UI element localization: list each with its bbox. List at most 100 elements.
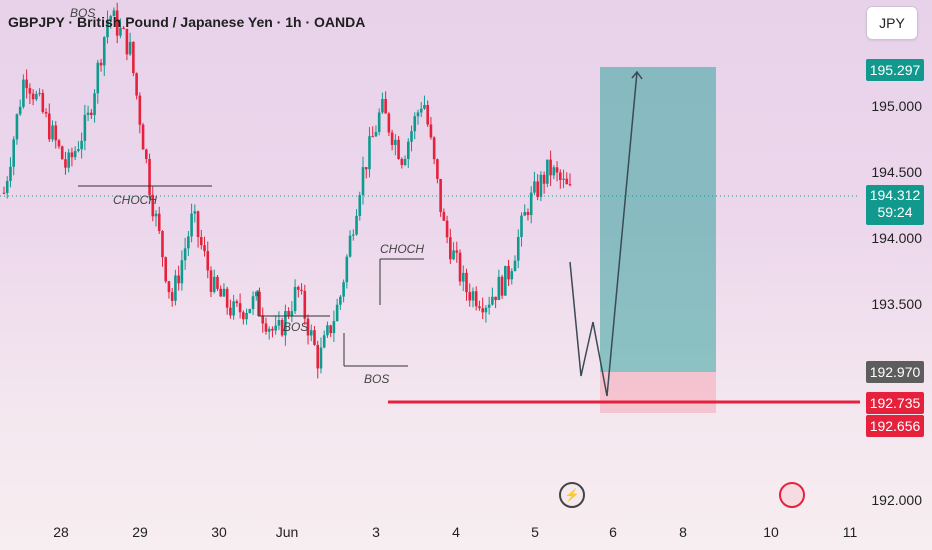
candle-up (394, 139, 397, 145)
candle-up (552, 167, 556, 176)
candle-down (196, 211, 200, 238)
candle-up (212, 276, 216, 292)
uk-flag-icon[interactable] (779, 482, 805, 508)
candle-down (148, 158, 151, 195)
candle-down (64, 159, 67, 168)
x-tick-label: 11 (842, 524, 858, 540)
candle-up (67, 152, 70, 168)
candle-down (157, 213, 161, 232)
y-tick-label: 194.500 (871, 164, 922, 180)
candle-up (410, 131, 413, 142)
candle-down (300, 289, 303, 291)
candle-down (549, 159, 552, 176)
candle-up (562, 178, 565, 180)
candle-up (319, 347, 323, 369)
candle-up (274, 325, 277, 331)
candle-up (128, 41, 132, 55)
candle-down (70, 152, 74, 158)
candle-down (47, 113, 51, 140)
current-price-value: 194.312 (869, 187, 921, 203)
candle-up (309, 330, 313, 336)
candle-up (520, 215, 523, 237)
candle-down (287, 311, 290, 316)
candle-down (458, 252, 462, 282)
candle-down (235, 301, 239, 304)
candle-up (484, 307, 488, 313)
candle-up (546, 159, 549, 184)
candle-down (238, 303, 242, 313)
candle-down (478, 306, 481, 309)
candle-up (335, 304, 339, 322)
choch-right-label: CHOCH (380, 242, 424, 256)
candle-down (426, 105, 429, 125)
bar-countdown: 59:24 (877, 204, 913, 220)
candle-down (364, 167, 368, 170)
candle-down (400, 158, 404, 165)
candle-down (167, 281, 171, 293)
candle-down (264, 323, 268, 332)
candle-up (326, 325, 329, 336)
candle-down (439, 178, 442, 212)
candle-down (271, 328, 274, 331)
candle-up (381, 99, 384, 113)
candle-down (219, 288, 222, 297)
candle-up (154, 213, 158, 217)
x-tick-label: 6 (609, 524, 617, 540)
projection-path (569, 71, 638, 397)
candle-up (102, 37, 106, 66)
candle-up (342, 282, 345, 297)
candle-down (141, 124, 145, 150)
candle-down (481, 308, 484, 313)
candle-up (232, 301, 235, 316)
candle-up (106, 20, 109, 38)
candle-up (513, 260, 517, 272)
candle-up (358, 195, 362, 216)
candle-up (112, 10, 116, 17)
candle-down (57, 140, 61, 147)
candle-up (119, 27, 122, 36)
candle-down (558, 172, 562, 180)
candle-down (297, 286, 300, 290)
candle-down (449, 237, 452, 260)
candle-down (384, 99, 387, 114)
candle-up (86, 112, 90, 115)
candle-down (280, 320, 284, 336)
candle-up (497, 276, 501, 301)
y-tick-label: 192.000 (871, 492, 922, 508)
candle-down (199, 237, 203, 246)
choch-left-label: CHOCH (113, 193, 157, 207)
y-tick-label: 193.500 (871, 296, 922, 312)
candle-down (60, 146, 64, 160)
candle-down (555, 167, 559, 173)
candles (2, 2, 572, 379)
bos-top-label: BOS (70, 6, 96, 20)
x-tick-label: Jun (275, 524, 299, 540)
candle-up (190, 213, 193, 237)
candle-up (83, 114, 87, 141)
candle-up (51, 125, 54, 140)
candle-down (500, 276, 504, 296)
candle-down (442, 211, 446, 221)
candle-down (203, 245, 206, 252)
candle-down (465, 272, 468, 293)
candle-down (132, 41, 135, 74)
candle-down (206, 251, 210, 271)
candle-up (38, 93, 41, 95)
candle-down (565, 178, 569, 185)
candle-down (371, 136, 375, 138)
candle-down (526, 211, 530, 216)
candle-down (258, 291, 261, 316)
candle-down (229, 307, 232, 316)
lightning-icon[interactable]: ⚡ (559, 482, 585, 508)
target-price-tag: 195.297 (866, 59, 924, 81)
candle-up (290, 311, 294, 316)
candle-down (316, 344, 320, 369)
currency-button[interactable]: JPY (866, 6, 918, 40)
candle-down (468, 292, 472, 301)
candle-up (180, 260, 184, 284)
candle-up (361, 167, 365, 196)
candle-down (151, 194, 155, 217)
candle-up (284, 311, 287, 336)
candle-up (533, 181, 536, 193)
